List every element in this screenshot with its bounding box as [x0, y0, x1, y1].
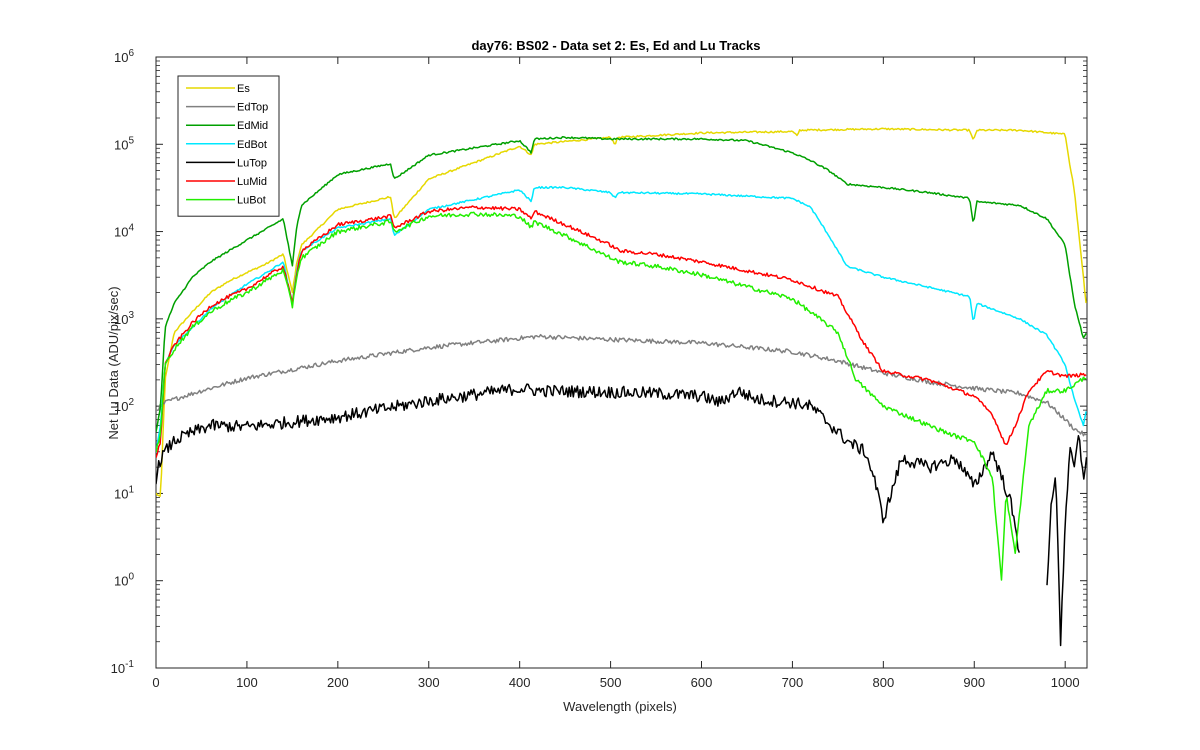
series-line-lutop-segment — [1046, 435, 1087, 647]
legend-label-lumid: LuMid — [237, 176, 267, 188]
legend-label-lubot: LuBot — [237, 195, 266, 207]
y-tick-label: 103 — [114, 310, 134, 327]
x-tick-label: 200 — [327, 675, 349, 690]
plot-area: 0 100 200 300 400 500 600 700 800 900 1000 10-1 100 1… — [111, 48, 1088, 690]
x-tick-label: 900 — [963, 675, 985, 690]
series-group — [156, 127, 1087, 647]
series-line-edtop — [156, 333, 1087, 437]
x-tick-label: 700 — [782, 675, 804, 690]
x-tick-label: 600 — [691, 675, 713, 690]
series-line-edmid — [156, 136, 1087, 432]
legend-label-es: Es — [237, 83, 250, 95]
y-axis-label: Net Lu Data (ADU/pix/sec) — [106, 286, 121, 439]
y-tick-label: 100 — [114, 572, 134, 589]
axes-box — [155, 56, 1088, 669]
y-tick-label: 105 — [114, 135, 134, 152]
series-line-lumid — [156, 205, 1087, 458]
chart-title: day76: BS02 - Data set 2: Es, Ed and Lu … — [471, 38, 760, 53]
y-tick-label: 10-1 — [111, 659, 135, 676]
x-tick-label: 500 — [600, 675, 622, 690]
y-tick-label: 102 — [114, 397, 134, 414]
y-tick-label: 101 — [114, 484, 134, 501]
x-tick-label: 400 — [509, 675, 531, 690]
series-line-lutop — [156, 383, 1021, 553]
x-tick-label: 800 — [872, 675, 894, 690]
legend: Es EdTop EdMid EdBot LuTop LuMid LuBot — [177, 75, 280, 217]
y-tick-label: 106 — [114, 48, 134, 65]
x-tick-label: 1000 — [1051, 675, 1080, 690]
x-tick-label: 100 — [236, 675, 258, 690]
legend-box — [177, 75, 280, 217]
series-line-lubot — [156, 211, 1087, 581]
legend-label-edmid: EdMid — [237, 120, 268, 132]
x-axis-label: Wavelength (pixels) — [563, 699, 677, 714]
legend-label-lutop: LuTop — [237, 157, 267, 169]
x-tick-label: 0 — [152, 675, 159, 690]
y-tick-label: 104 — [114, 223, 134, 240]
legend-label-edbot: EdBot — [237, 139, 267, 151]
legend-label-edtop: EdTop — [237, 102, 268, 114]
x-tick-label: 300 — [418, 675, 440, 690]
